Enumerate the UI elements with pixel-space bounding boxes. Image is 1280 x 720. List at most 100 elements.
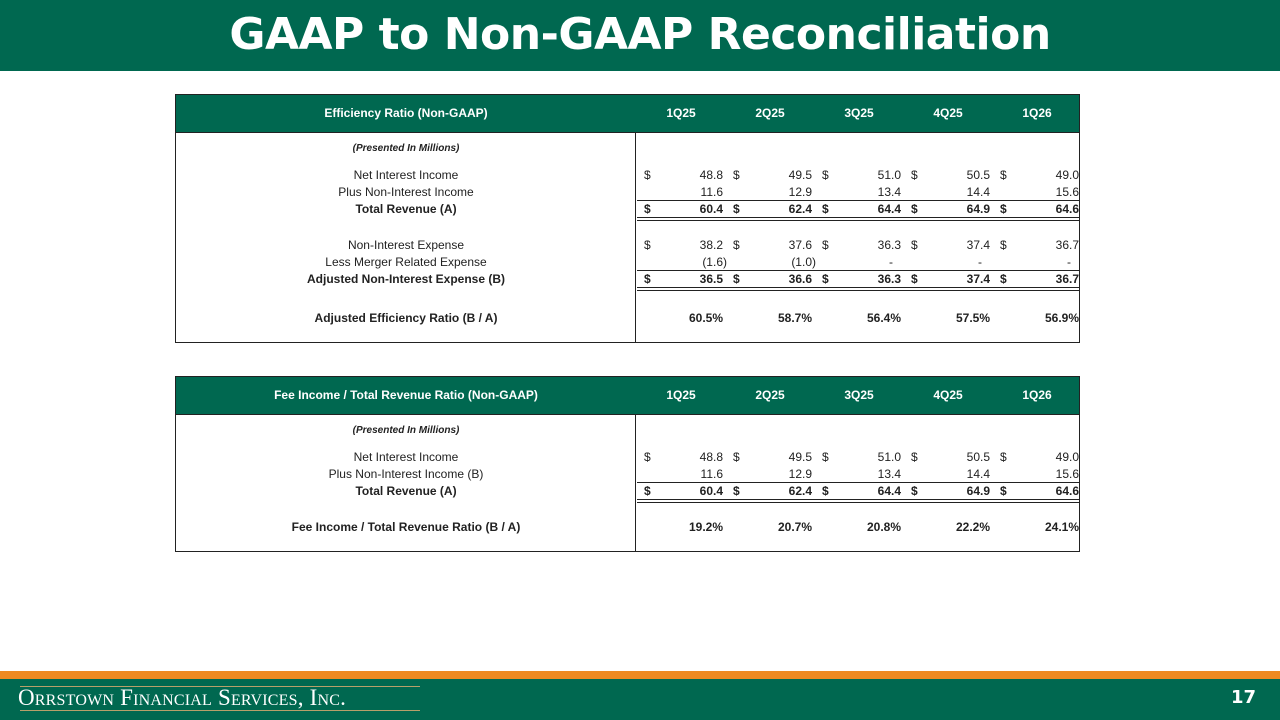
currency-symbol: $	[911, 238, 918, 252]
cell-value: 51.0	[877, 450, 901, 464]
cell-value: 64.4	[877, 202, 901, 216]
table-header: Fee Income / Total Revenue Ratio (Non-GA…	[176, 377, 1079, 415]
cell-value: 36.7	[1055, 238, 1079, 252]
company-logo: Orrstown Financial Services, Inc.	[18, 684, 346, 712]
currency-symbol: $	[911, 450, 918, 464]
cell-value: 37.6	[788, 238, 812, 252]
cell-value: -	[1067, 255, 1071, 269]
cell-value: (1.0)	[791, 255, 816, 269]
currency-symbol: $	[1000, 484, 1007, 498]
row-label: Adjusted Non-Interest Expense (B)	[306, 272, 506, 286]
table-row: $48.8 $49.5 $51.0 $50.5 $49.0	[636, 167, 1081, 183]
table-row: $60.4 $62.4 $64.4 $64.9 $64.6	[636, 483, 1081, 499]
company-name: Orrstown Financial Services, Inc.	[18, 685, 347, 710]
cell-value: 60.5%	[688, 311, 723, 325]
row-label: Plus Non-Interest Income (B)	[328, 467, 484, 481]
cell-value: 62.4	[788, 202, 812, 216]
cell-value: 13.4	[877, 185, 901, 199]
currency-symbol: $	[822, 272, 829, 286]
currency-symbol: $	[822, 168, 829, 182]
column-header: 2Q25	[755, 106, 785, 120]
cell-value: 51.0	[877, 168, 901, 182]
cell-value: 49.5	[788, 450, 812, 464]
column-header: 1Q26	[1022, 106, 1052, 120]
currency-symbol: $	[822, 484, 829, 498]
fee-income-ratio-table: Fee Income / Total Revenue Ratio (Non-GA…	[175, 376, 1080, 552]
table-row: (1.6) (1.0) - - -	[636, 254, 1081, 270]
cell-value: 60.4	[699, 202, 723, 216]
table-row: 60.5% 58.7% 56.4% 57.5% 56.9%	[636, 310, 1081, 326]
page-title: GAAP to Non-GAAP Reconciliation	[229, 9, 1051, 60]
cell-value: 58.7%	[777, 311, 812, 325]
cell-value: -	[978, 255, 982, 269]
currency-symbol: $	[733, 238, 740, 252]
cell-value: 15.6	[1055, 185, 1079, 199]
cell-value: 22.2%	[955, 520, 990, 534]
cell-value: 57.5%	[955, 311, 990, 325]
logo-rule	[20, 710, 420, 711]
cell-value: 48.8	[699, 168, 723, 182]
currency-symbol: $	[911, 202, 918, 216]
table-row: 11.6 12.9 13.4 14.4 15.6	[636, 466, 1081, 482]
cell-value: 48.8	[699, 450, 723, 464]
cell-value: 14.4	[966, 467, 990, 481]
cell-value: 38.2	[699, 238, 723, 252]
cell-value: 64.4	[877, 484, 901, 498]
cell-value: 20.8%	[866, 520, 901, 534]
currency-symbol: $	[644, 238, 651, 252]
cell-value: 37.4	[966, 272, 990, 286]
cell-value: 49.0	[1055, 168, 1079, 182]
cell-value: 50.5	[966, 450, 990, 464]
cell-value: 24.1%	[1044, 520, 1079, 534]
currency-symbol: $	[1000, 202, 1007, 216]
cell-value: 60.4	[699, 484, 723, 498]
cell-value: 49.0	[1055, 450, 1079, 464]
row-label: Fee Income / Total Revenue Ratio (B / A)	[291, 520, 521, 534]
currency-symbol: $	[911, 484, 918, 498]
cell-value: 11.6	[700, 185, 723, 199]
table-row: $48.8 $49.5 $51.0 $50.5 $49.0	[636, 449, 1081, 465]
row-label: Adjusted Efficiency Ratio (B / A)	[314, 311, 498, 325]
currency-symbol: $	[733, 450, 740, 464]
title-bar: GAAP to Non-GAAP Reconciliation	[0, 0, 1280, 71]
currency-symbol: $	[644, 202, 651, 216]
cell-value: 36.6	[788, 272, 812, 286]
currency-symbol: $	[733, 168, 740, 182]
table-row: $60.4 $62.4 $64.4 $64.9 $64.6	[636, 201, 1081, 217]
cell-value: 20.7%	[777, 520, 812, 534]
currency-symbol: $	[822, 238, 829, 252]
cell-value: (1.6)	[702, 255, 727, 269]
cell-value: 56.4%	[866, 311, 901, 325]
table-row: 19.2% 20.7% 20.8% 22.2% 24.1%	[636, 519, 1081, 535]
currency-symbol: $	[1000, 238, 1007, 252]
cell-value: -	[889, 255, 893, 269]
currency-symbol: $	[822, 450, 829, 464]
cell-value: 36.7	[1055, 272, 1079, 286]
column-divider	[635, 414, 636, 551]
table-row: $36.5 $36.6 $36.3 $37.4 $36.7	[636, 271, 1081, 287]
currency-symbol: $	[644, 450, 651, 464]
units-note: (Presented In Millions)	[352, 143, 460, 154]
cell-value: 49.5	[788, 168, 812, 182]
total-double-rule	[637, 287, 1080, 291]
cell-value: 36.3	[877, 238, 901, 252]
page-number: 17	[1230, 687, 1256, 708]
total-double-rule	[637, 217, 1080, 221]
row-label: Total Revenue (A)	[355, 202, 457, 216]
cell-value: 64.9	[966, 484, 990, 498]
currency-symbol: $	[911, 168, 918, 182]
column-divider	[635, 132, 636, 342]
currency-symbol: $	[911, 272, 918, 286]
currency-symbol: $	[644, 484, 651, 498]
cell-value: 50.5	[966, 168, 990, 182]
subtotal-rule	[637, 270, 1080, 271]
column-header: 3Q25	[844, 388, 874, 402]
cell-value: 13.4	[877, 467, 901, 481]
logo-rule	[20, 686, 420, 687]
row-label: Less Merger Related Expense	[325, 255, 487, 269]
table-title: Efficiency Ratio (Non-GAAP)	[324, 106, 488, 120]
currency-symbol: $	[1000, 450, 1007, 464]
cell-value: 36.5	[699, 272, 723, 286]
efficiency-ratio-table: Efficiency Ratio (Non-GAAP) 1Q25 2Q25 3Q…	[175, 94, 1080, 343]
currency-symbol: $	[1000, 272, 1007, 286]
